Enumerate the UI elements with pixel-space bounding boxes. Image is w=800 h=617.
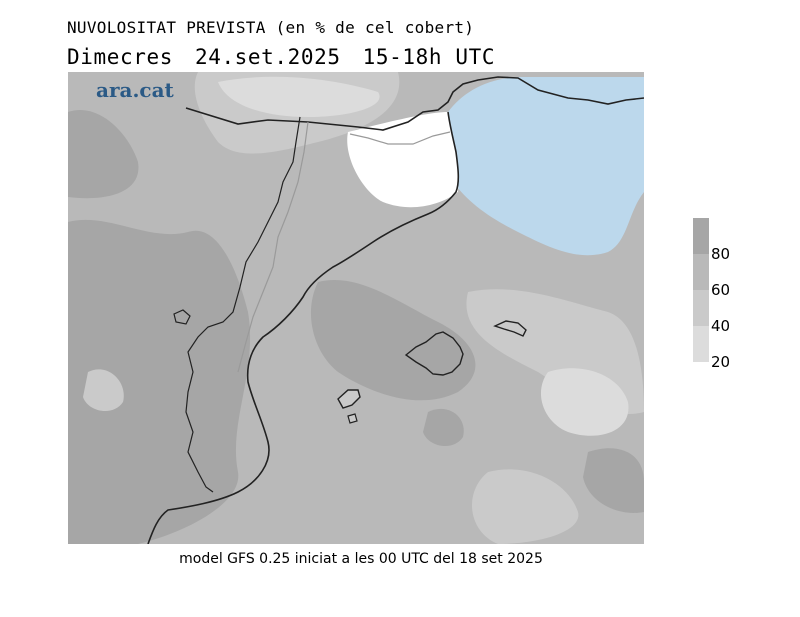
cloud-cover-map <box>68 72 644 544</box>
model-source-note: model GFS 0.25 iniciat a les 00 UTC del … <box>179 551 543 567</box>
legend-swatch-80 <box>693 218 709 254</box>
clear-sky-land <box>347 112 459 208</box>
aracat-logo[interactable]: ara.cat <box>96 78 174 102</box>
legend-swatch-60 <box>693 254 709 290</box>
legend-swatch-20 <box>693 326 709 362</box>
island-eivissa <box>337 389 361 409</box>
forecast-date: 24.set.2025 <box>194 45 341 69</box>
cloud-cover-field <box>68 72 644 544</box>
chart-title: NUVOLOSITAT PREVISTA (en % de cel cobert… <box>67 18 475 37</box>
cloud-band-40 <box>471 469 579 544</box>
cloud-band-40 <box>83 369 124 412</box>
coastline <box>147 76 644 544</box>
cloud-band-80 <box>68 110 139 199</box>
legend-label-20: 20 <box>711 353 731 371</box>
coastline-detail <box>173 309 191 325</box>
cloud-band-80 <box>423 408 464 447</box>
island-mallorca <box>404 331 464 376</box>
clear-sky-sea <box>443 77 644 256</box>
island-formentera <box>347 413 358 424</box>
region-border <box>237 121 451 373</box>
cloud-band-80 <box>68 219 251 544</box>
forecast-datetime: Dimecres 24.set.2025 15-18h UTC <box>67 45 517 69</box>
legend-swatch-40 <box>693 290 709 326</box>
cloud-band-20 <box>540 368 629 436</box>
cloud-band-20 <box>218 76 380 117</box>
legend-label-40: 40 <box>711 317 731 335</box>
forecast-day: Dimecres <box>67 45 173 69</box>
forecast-time-range: 15-18h UTC <box>362 45 496 69</box>
region-border <box>185 116 301 493</box>
cloud-cover-legend <box>693 218 709 362</box>
island-menorca <box>493 320 527 337</box>
legend-label-60: 60 <box>711 281 731 299</box>
cloud-band-80 <box>583 448 644 513</box>
legend-label-80: 80 <box>711 245 731 263</box>
